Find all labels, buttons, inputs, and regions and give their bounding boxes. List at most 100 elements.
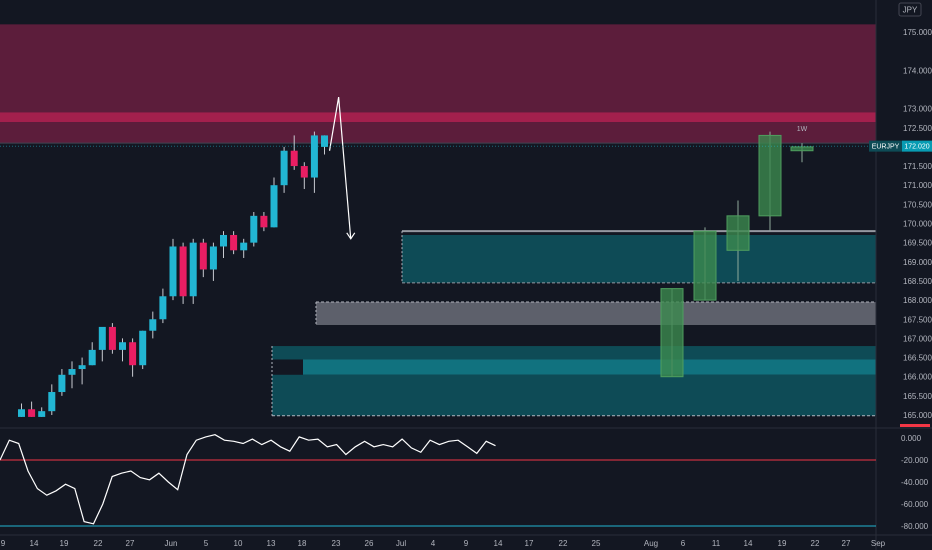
price-axis-background — [876, 0, 932, 550]
weekly-candles-layer — [660, 131, 814, 378]
weekly-candle — [660, 288, 684, 378]
daily-candle — [321, 135, 328, 147]
time-tick-label: 10 — [234, 539, 243, 548]
daily-candle — [169, 246, 177, 297]
price-tick-label: 168.500 — [903, 277, 932, 286]
daily-candle — [300, 166, 308, 178]
daily-candle — [230, 234, 238, 251]
time-tick-label: 14 — [744, 539, 753, 548]
price-tick-label: 165.000 — [903, 411, 932, 420]
price-tick-label: 167.000 — [903, 334, 932, 343]
daily-candle — [38, 411, 46, 417]
price-tick-label: 174.000 — [903, 66, 932, 75]
demand-zone-lower-a — [272, 346, 876, 360]
projection-arrowhead — [346, 232, 356, 240]
axis-red-marker — [900, 424, 930, 427]
daily-candle — [58, 374, 66, 393]
symbol-tag-bg — [869, 140, 902, 152]
time-tick-label: 14 — [30, 539, 39, 548]
daily-candle — [129, 342, 137, 366]
time-tick-label: Jul — [396, 539, 406, 548]
time-tick-label: 19 — [60, 539, 69, 548]
price-tick-label: 168.000 — [903, 296, 932, 305]
rsi-tick-label: -40.000 — [901, 478, 929, 487]
weekly-candle — [790, 146, 814, 152]
price-tick-label: 169.000 — [903, 258, 932, 267]
daily-candle — [139, 330, 147, 366]
price-tick-label: 175.000 — [903, 28, 932, 37]
rsi-line — [0, 434, 496, 525]
daily-candle — [159, 296, 167, 320]
price-tag-label: 172.020 — [904, 144, 929, 151]
symbol-tag-label: EURJPY — [872, 144, 900, 151]
daily-candle — [260, 215, 268, 228]
rsi-pane — [0, 434, 876, 527]
price-tag-bg — [902, 140, 932, 152]
time-tick-label: 25 — [592, 539, 601, 548]
time-tick-label: 18 — [298, 539, 307, 548]
daily-candle — [98, 326, 106, 350]
weekly-candle — [758, 134, 782, 217]
projection-arrow[interactable] — [328, 97, 352, 239]
price-tick-label: 166.000 — [903, 373, 932, 382]
rsi-tick-label: -20.000 — [901, 456, 929, 465]
zones-layer — [0, 24, 876, 416]
daily-candle — [189, 242, 197, 297]
daily-candles-layer — [18, 131, 328, 417]
daily-candle — [149, 319, 157, 331]
demand-zone-lower-c — [272, 374, 876, 416]
daily-candle — [78, 365, 86, 370]
grey-zone — [316, 302, 876, 325]
daily-candle — [209, 246, 217, 270]
daily-candle — [220, 234, 227, 247]
daily-candle — [28, 409, 36, 417]
price-tick-label: 170.000 — [903, 220, 932, 229]
daily-candle — [179, 246, 187, 297]
daily-candle — [290, 150, 298, 167]
time-tick-label: Jun — [165, 539, 178, 548]
demand-zone-lower-b — [303, 359, 876, 375]
price-tick-label: 167.500 — [903, 315, 932, 324]
daily-candle — [270, 185, 278, 228]
rsi-axis-ticks: 0.000 -20.000 -40.000 -60.000 -80.000 — [901, 434, 929, 531]
time-tick-label: 22 — [559, 539, 568, 548]
daily-candle — [240, 242, 248, 251]
time-tick-label: 26 — [365, 539, 374, 548]
time-tick-label: 5 — [204, 539, 209, 548]
rsi-tick-label: -60.000 — [901, 500, 929, 509]
daily-candle — [18, 409, 25, 417]
demand-zone-upper — [402, 234, 876, 283]
currency-badge[interactable]: JPY — [903, 6, 918, 15]
zone-lines-layer — [0, 142, 876, 417]
price-tick-label: 165.500 — [903, 392, 932, 401]
daily-candle — [108, 326, 116, 350]
time-tick-label: 19 — [778, 539, 787, 548]
price-tick-label: 171.500 — [903, 162, 932, 171]
supply-band — [0, 112, 876, 123]
rsi-tick-label: -80.000 — [901, 522, 929, 531]
time-tick-label: 14 — [494, 539, 503, 548]
currency-badge-bg[interactable] — [898, 2, 922, 17]
daily-candle — [199, 242, 207, 270]
time-tick-label: Sep — [871, 539, 886, 548]
time-tick-label: 27 — [126, 539, 135, 548]
time-tick-label: 22 — [811, 539, 820, 548]
time-tick-label: 23 — [332, 539, 341, 548]
weekly-candle — [726, 215, 750, 251]
supply-zone — [0, 24, 876, 144]
daily-candle — [48, 392, 56, 412]
time-tick-label: 27 — [842, 539, 851, 548]
weekly-candle — [693, 230, 717, 301]
time-tick-label: 9 — [1, 539, 6, 548]
daily-candle — [68, 369, 76, 375]
price-tick-label: 171.000 — [903, 181, 932, 190]
time-tick-label: 6 — [681, 539, 686, 548]
projection-layer — [328, 97, 356, 240]
price-tick-label: 173.000 — [903, 105, 932, 114]
time-tick-label: 22 — [94, 539, 103, 548]
last-price-tag: EURJPY 172.020 — [869, 140, 932, 152]
daily-candle — [88, 349, 96, 366]
time-tick-label: 11 — [712, 539, 721, 548]
price-tick-label: 169.500 — [903, 239, 932, 248]
